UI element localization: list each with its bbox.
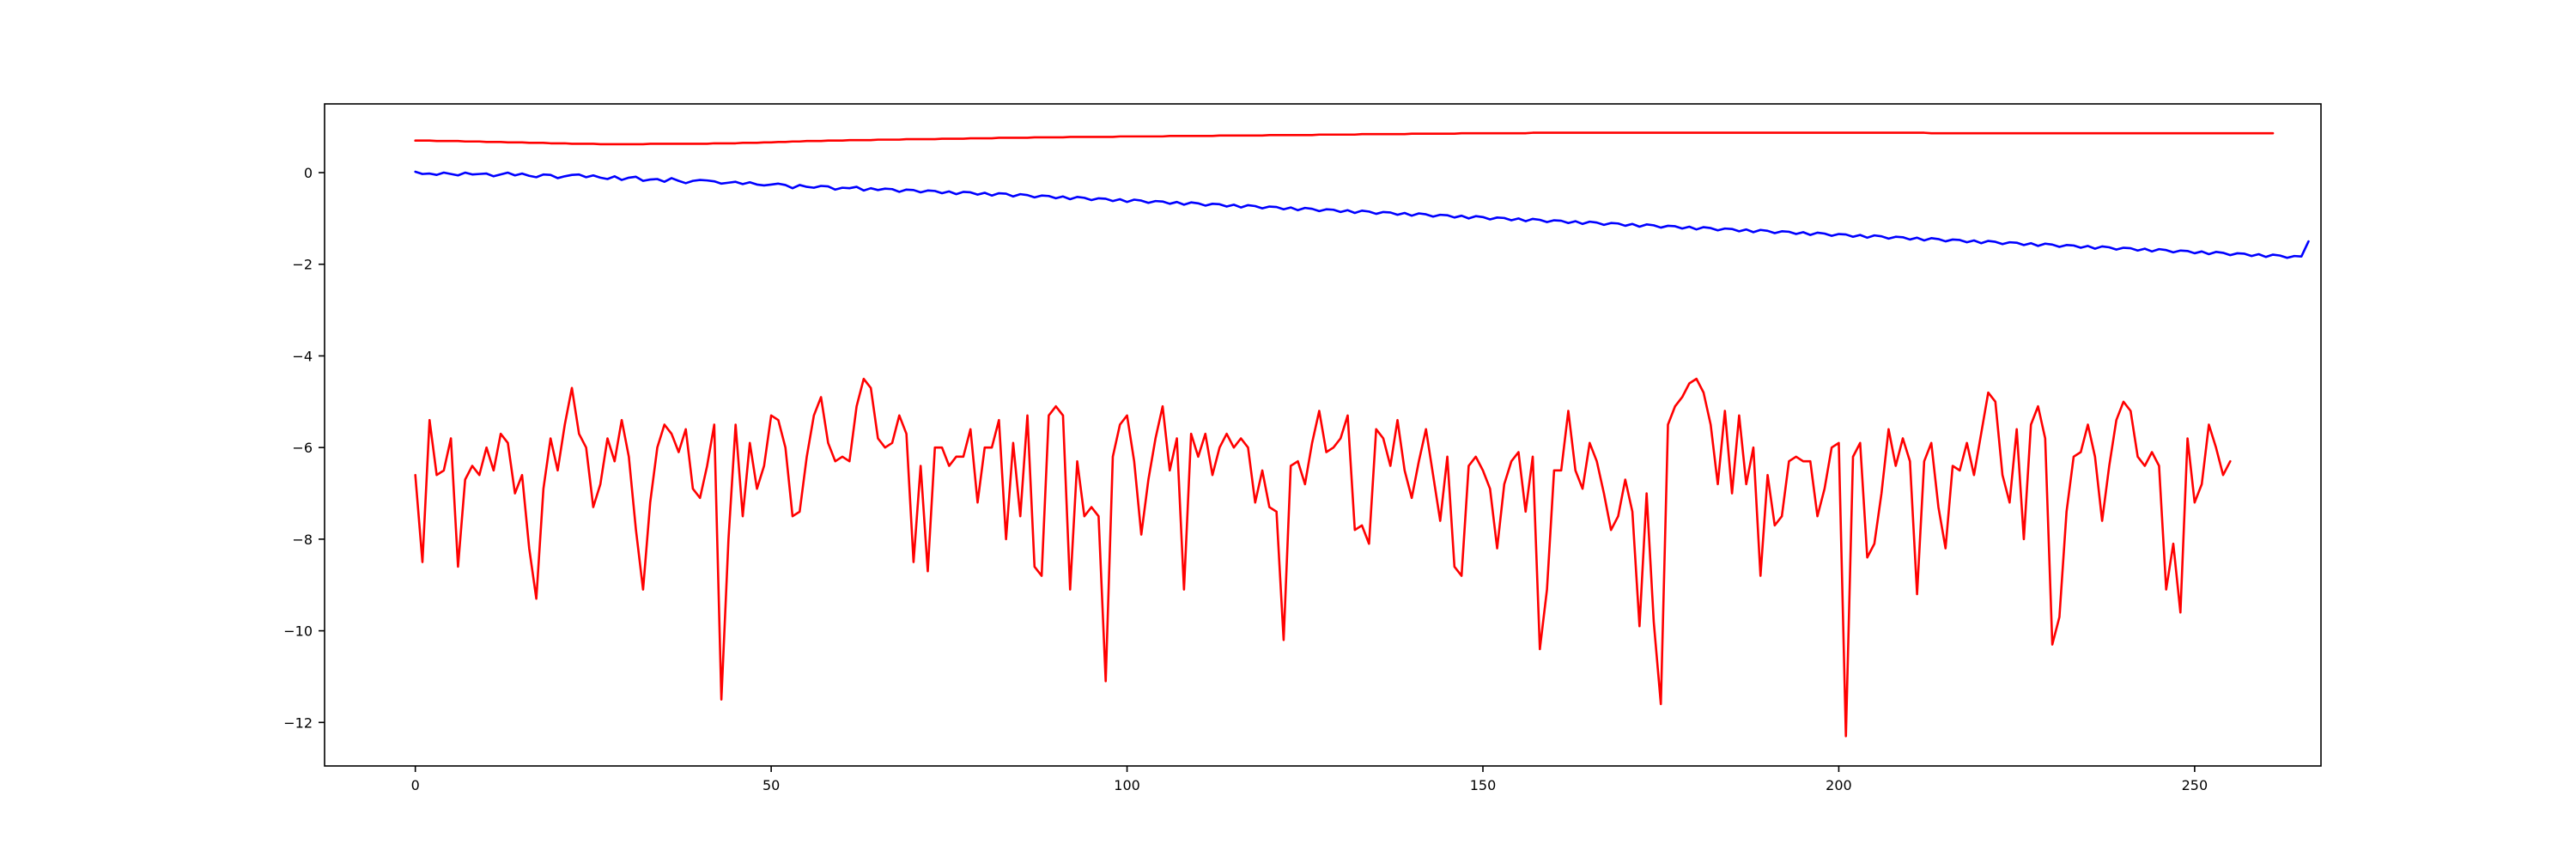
y-tick-label: −2 [292,257,313,273]
y-tick-label: −10 [283,623,313,640]
series-line-1 [414,131,2275,146]
y-tick-label: −8 [292,532,313,548]
y-tick-label: 0 [304,165,313,181]
y-tick-label: −6 [292,440,313,456]
series-line-2 [414,170,2310,259]
x-tick-label: 200 [1826,777,1852,793]
series-layer [414,131,2310,738]
x-tick-label: 0 [411,777,420,793]
y-tick-label: −12 [283,714,313,731]
series-line-3 [414,377,2232,738]
axes-layer: 0 50 100 150 200 250 −12 −10 −8 −6 −4 −2 0 [283,103,2322,793]
y-tick-label: −4 [292,348,313,364]
x-tick-label: 50 [762,777,780,793]
x-tick-label: 100 [1114,777,1140,793]
x-tick-label: 250 [2182,777,2208,793]
plot-frame [324,103,2322,767]
x-tick-label: 150 [1470,777,1497,793]
